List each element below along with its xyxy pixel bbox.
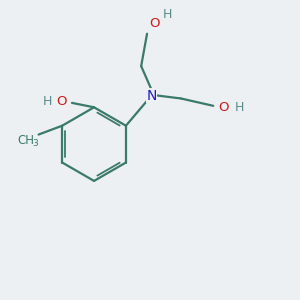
Text: O: O [56, 95, 67, 108]
Text: 3: 3 [32, 140, 38, 148]
Text: O: O [149, 17, 160, 30]
Text: N: N [146, 88, 157, 103]
Text: H: H [163, 8, 172, 21]
Text: H: H [42, 95, 52, 108]
Text: O: O [218, 101, 229, 114]
Text: CH: CH [17, 134, 34, 147]
Text: H: H [235, 101, 244, 114]
